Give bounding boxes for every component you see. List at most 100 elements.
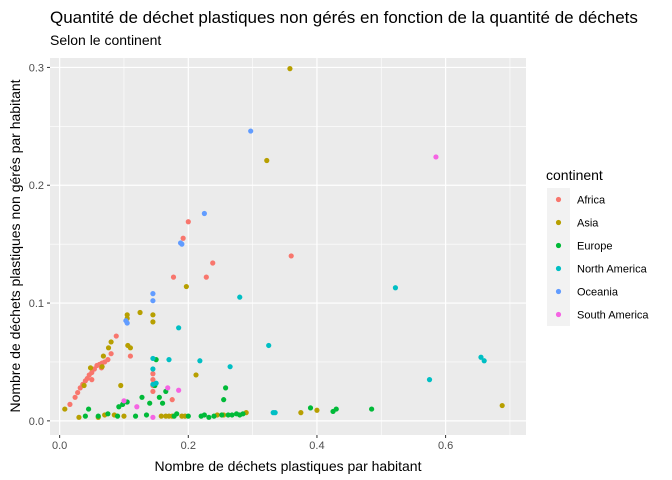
data-point-europe — [159, 400, 166, 406]
data-point-oceania — [124, 320, 130, 326]
minor-gridlines — [50, 58, 526, 435]
x-tick-label: 0.0 — [52, 440, 67, 452]
legend-label: South America — [577, 310, 649, 322]
data-point-africa — [180, 235, 186, 241]
data-point-north-america — [153, 380, 159, 386]
data-point-north-america — [392, 285, 399, 291]
data-point-europe — [174, 411, 180, 417]
y-axis-ticks: 0.0 0.1 0.2 0.3 — [29, 62, 50, 428]
data-point-asia — [87, 365, 94, 371]
data-point-asia — [124, 312, 130, 318]
data-point-europe — [206, 414, 212, 420]
data-point-asia — [183, 283, 189, 290]
data-point-asia — [76, 414, 82, 420]
data-point-asia — [127, 345, 134, 351]
data-point-south-america — [165, 385, 171, 391]
data-point-oceania — [150, 298, 156, 304]
data-point-europe — [147, 400, 153, 406]
data-point-africa — [113, 333, 119, 339]
data-point-africa — [72, 394, 78, 400]
legend-label: North America — [577, 264, 648, 276]
data-point-europe — [223, 385, 229, 391]
legend-marker — [555, 196, 562, 203]
data-point-asia — [287, 66, 293, 72]
data-point-asia — [298, 410, 304, 416]
legend-label: Asia — [577, 218, 599, 230]
data-point-europe — [240, 411, 246, 417]
data-point-africa — [185, 219, 191, 225]
data-point-europe — [114, 413, 121, 419]
legend-title: continent — [546, 167, 603, 183]
data-point-asia — [108, 339, 114, 345]
chart-title: Quantité de déchet plastiques non gérés … — [50, 8, 638, 27]
data-point-north-america — [237, 294, 243, 300]
legend-item-asia: Asia — [547, 211, 599, 234]
data-point-asia — [193, 372, 199, 378]
y-tick-label: 0.2 — [29, 180, 44, 192]
data-point-asia — [314, 407, 320, 413]
major-gridlines — [50, 58, 526, 435]
data-point-africa — [89, 377, 95, 383]
data-point-europe — [211, 413, 217, 419]
data-point-europe — [221, 397, 227, 403]
data-point-asia — [105, 345, 112, 351]
data-point-asia — [150, 319, 156, 325]
data-point-north-america — [426, 377, 433, 383]
data-point-europe — [143, 412, 150, 418]
data-point-africa — [288, 253, 294, 259]
data-point-africa — [105, 357, 111, 363]
data-point-south-america — [433, 154, 439, 160]
x-tick-label: 0.4 — [309, 440, 324, 452]
data-point-north-america — [227, 364, 233, 370]
y-axis-title: Nombre de déchets plastiques non gérés p… — [7, 79, 23, 412]
data-point-asia — [264, 157, 270, 164]
data-point-africa — [210, 260, 216, 266]
legend-item-africa: Africa — [547, 188, 606, 211]
plot-panel — [50, 58, 526, 435]
x-tick-label: 0.2 — [181, 440, 196, 452]
data-point-north-america — [266, 342, 272, 349]
legend-item-oceania: Oceania — [547, 280, 619, 303]
data-point-north-america — [166, 357, 172, 363]
data-point-africa — [108, 351, 114, 357]
data-point-europe — [369, 406, 375, 412]
y-tick-label: 0.0 — [29, 416, 44, 428]
x-axis-ticks: 0.0 0.2 0.4 0.6 — [52, 435, 453, 452]
data-point-asia — [158, 413, 164, 419]
data-point-africa — [67, 401, 73, 407]
data-point-europe — [219, 412, 225, 418]
data-point-europe — [95, 413, 101, 419]
data-point-europe — [132, 413, 139, 419]
legend-marker — [555, 288, 562, 295]
data-point-europe — [333, 406, 339, 412]
legend-label: Oceania — [577, 287, 619, 299]
legend-marker — [555, 265, 562, 272]
legend-label: Africa — [577, 195, 606, 207]
data-point-europe — [139, 394, 145, 400]
data-point-north-america — [197, 358, 203, 364]
data-point-africa — [150, 377, 156, 383]
data-point-south-america — [121, 398, 127, 404]
data-point-oceania — [248, 128, 254, 134]
data-point-europe — [225, 412, 231, 418]
legend-marker — [555, 219, 562, 226]
data-point-oceania — [150, 291, 156, 297]
data-point-north-america — [478, 354, 484, 360]
data-point-europe — [156, 394, 162, 400]
data-points — [62, 66, 505, 420]
data-point-africa — [169, 397, 175, 403]
data-point-north-america — [150, 366, 156, 372]
data-point-europe — [185, 413, 191, 419]
data-point-europe — [82, 413, 88, 419]
legend-marker — [555, 311, 562, 318]
data-point-africa — [127, 353, 134, 359]
data-point-asia — [100, 353, 106, 359]
data-point-europe — [105, 411, 111, 417]
legend: continent Africa Asia Europe North America O… — [546, 167, 649, 326]
data-point-asia — [99, 364, 105, 370]
data-point-oceania — [179, 241, 185, 247]
data-point-north-america — [272, 410, 278, 416]
data-point-asia — [150, 312, 156, 318]
data-point-africa — [75, 389, 81, 396]
